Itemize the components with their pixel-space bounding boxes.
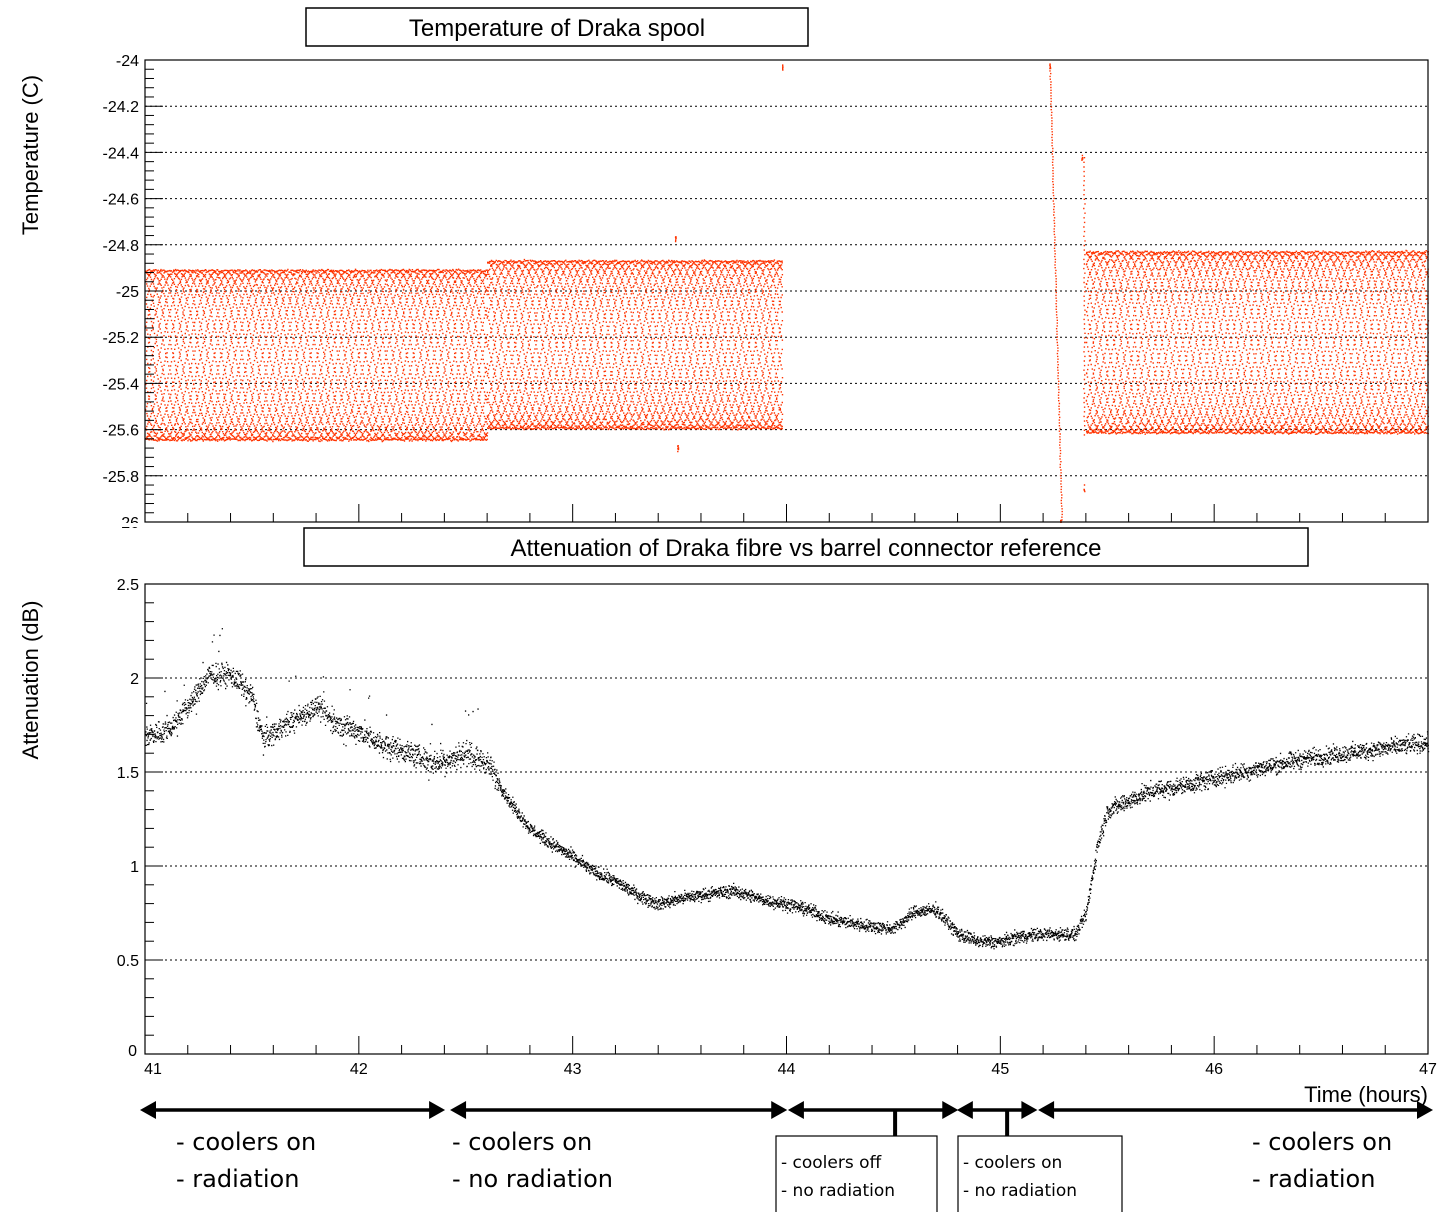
temperature-y-ticks: -24 -24.2 -24.4 -24.6 -24.8 -25 -25.2 -25.4 -25.… (103, 53, 163, 532)
attenuation-x-ticks: 41 42 43 44 45 46 47 (144, 1036, 1437, 1078)
arrow-left-icon (450, 1101, 467, 1119)
condition-text: - coolers on (1252, 1128, 1392, 1156)
temperature-panel: Temperature of Draka spool -24 -24.2 -24.4… (18, 7, 1430, 532)
temperature-title-box (305, 7, 809, 47)
attenuation-title-box (303, 527, 1309, 567)
arrow-right-icon (429, 1101, 446, 1119)
condition-text: - no radiation (963, 1181, 1077, 1201)
condition-text: - no radiation (781, 1181, 895, 1201)
temperature-y-tick-label: -24.2 (103, 99, 140, 116)
temperature-y-axis-label: Temperature (C) (18, 75, 43, 235)
condition-text: - radiation (176, 1165, 299, 1193)
temperature-point-cloud (144, 63, 1430, 526)
attenuation-plot-frame (144, 583, 1429, 1055)
arrow-right-icon (1417, 1101, 1433, 1119)
condition-text: - no radiation (452, 1165, 613, 1193)
attenuation-grid (145, 677, 1428, 961)
attenuation-y-tick-label: 2 (130, 671, 139, 688)
condition-box (957, 1135, 1123, 1212)
temperature-y-tick-label: -25.4 (103, 376, 140, 393)
arrow-right-icon (771, 1101, 788, 1119)
condition-text: - coolers off (781, 1153, 883, 1173)
attenuation-x-tick-label: 46 (1205, 1061, 1223, 1078)
attenuation-title: Attenuation of Draka fibre vs barrel con… (511, 535, 1102, 562)
attenuation-x-tick-label: 43 (564, 1061, 582, 1078)
attenuation-y-tick-label: 0.5 (117, 953, 139, 970)
panel-separator (0, 523, 1441, 527)
arrow-left-icon (956, 1101, 973, 1119)
attenuation-x-axis-label: Time (hours) (1304, 1082, 1428, 1107)
arrow-right-icon (942, 1101, 959, 1119)
condition-annotation: - coolers on - radiation (140, 1101, 446, 1193)
attenuation-x-tick-label: 47 (1419, 1061, 1437, 1078)
temperature-y-tick-label: -24.8 (103, 238, 140, 255)
attenuation-y-tick-label: 0 (128, 1043, 137, 1060)
arrow-left-icon (140, 1101, 156, 1119)
condition-box (775, 1135, 938, 1212)
attenuation-y-axis-label: Attenuation (dB) (18, 601, 43, 760)
arrow-left-icon (1038, 1101, 1055, 1119)
condition-annotation: - coolers on - no radiation (450, 1101, 788, 1193)
temperature-grid (145, 105, 1428, 477)
attenuation-points (145, 628, 1430, 950)
temperature-points (144, 63, 1430, 526)
temperature-y-tick-label: -24.6 (103, 192, 140, 209)
arrow-left-icon (787, 1101, 804, 1119)
attenuation-y-ticks: 0 0.5 1 1.5 2 2.5 (117, 577, 163, 1060)
temperature-y-tick-label: -25.8 (103, 469, 140, 486)
temperature-y-tick-label: -25.2 (103, 330, 140, 347)
condition-annotation: - coolers on - radiation (1038, 1101, 1433, 1193)
attenuation-point-cloud (145, 628, 1430, 950)
condition-text: - coolers on (452, 1128, 592, 1156)
condition-annotation: - coolers on - no radiation (956, 1101, 1123, 1212)
arrow-right-icon (1021, 1101, 1038, 1119)
attenuation-x-tick-label: 41 (144, 1061, 162, 1078)
temperature-title: Temperature of Draka spool (409, 15, 705, 42)
condition-text: - coolers on (176, 1128, 316, 1156)
temperature-y-tick-label: -24 (116, 53, 139, 70)
condition-annotations: - coolers on - radiation - coolers on - no … (140, 1101, 1433, 1212)
attenuation-y-tick-label: 2.5 (117, 577, 139, 594)
attenuation-panel: Attenuation of Draka fibre vs barrel con… (18, 527, 1437, 1107)
condition-text: - coolers on (963, 1153, 1062, 1173)
attenuation-x-tick-label: 44 (778, 1061, 796, 1078)
temperature-y-tick-label: -25.6 (103, 423, 140, 440)
attenuation-x-tick-label: 45 (991, 1061, 1009, 1078)
temperature-y-tick-label: -24.4 (103, 145, 140, 162)
temperature-x-ticks (144, 504, 1429, 522)
attenuation-y-tick-label: 1.5 (117, 765, 139, 782)
condition-annotation: - coolers off - no radiation (775, 1101, 959, 1212)
condition-text: - radiation (1252, 1165, 1375, 1193)
temperature-y-tick-label: -25 (116, 284, 139, 301)
attenuation-y-tick-label: 1 (130, 859, 139, 876)
attenuation-x-tick-label: 42 (350, 1061, 368, 1078)
